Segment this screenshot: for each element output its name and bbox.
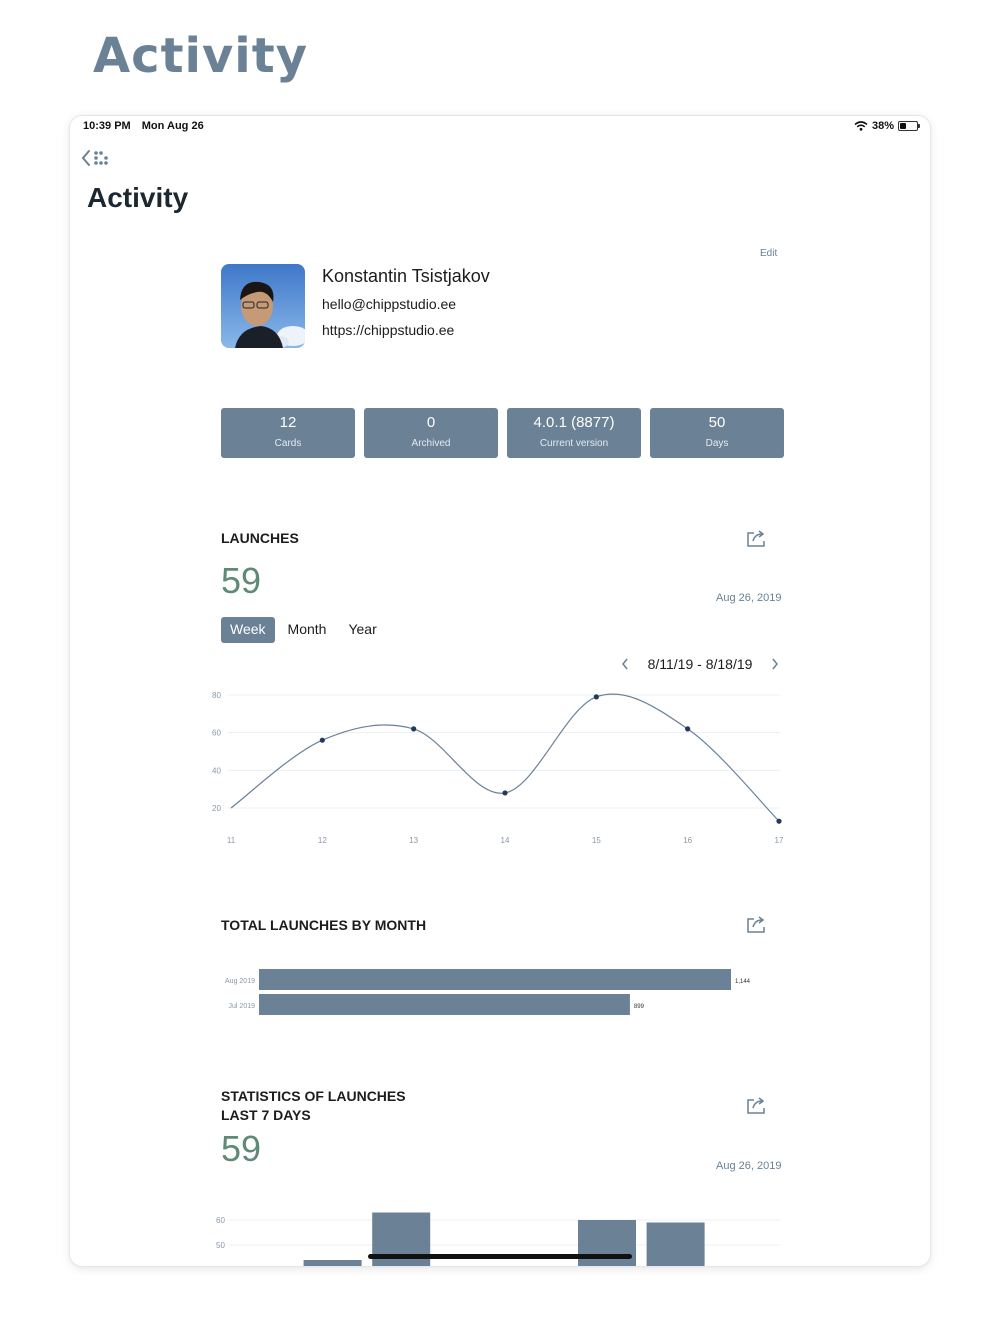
launches-line-chart: 20 40 60 80 11 12 13 14 15 16 17 xyxy=(212,691,784,845)
status-date: Mon Aug 26 xyxy=(141,120,204,132)
bar xyxy=(303,1260,362,1266)
category-label: Jul 2019 xyxy=(229,1003,256,1010)
stat-label: Days xyxy=(705,438,729,449)
data-point xyxy=(593,694,599,700)
weekly-title-line1: STATISTICS OF LAUNCHES xyxy=(221,1088,406,1104)
x-tick-label: 15 xyxy=(592,836,601,845)
back-button[interactable] xyxy=(80,148,116,170)
y-tick-label: 60 xyxy=(212,729,221,738)
data-point xyxy=(502,790,508,796)
stat-value: 4.0.1 (8877) xyxy=(533,414,615,431)
bar xyxy=(646,1222,705,1266)
wifi-icon xyxy=(854,121,868,131)
stat-label: Cards xyxy=(274,438,302,449)
status-bar-left: 10:39 PM Mon Aug 26 xyxy=(83,120,212,132)
weekly-title-line2: LAST 7 DAYS xyxy=(221,1107,311,1123)
date-range-label: 8/11/19 - 8/18/19 xyxy=(647,656,753,672)
y-tick-label: 60 xyxy=(216,1216,225,1225)
stat-card-cards: 12 Cards xyxy=(221,408,355,458)
battery-icon xyxy=(898,121,920,131)
status-time: 10:39 PM xyxy=(83,120,131,132)
y-tick-label: 80 xyxy=(212,691,221,700)
x-tick-label: 12 xyxy=(318,836,327,845)
weekly-title: STATISTICS OF LAUNCHES LAST 7 DAYS xyxy=(221,1087,406,1125)
segment-month[interactable]: Month xyxy=(287,621,327,637)
dots-grid-icon xyxy=(94,151,108,165)
segment-week[interactable]: Week xyxy=(221,617,275,643)
weekly-date: Aug 26, 2019 xyxy=(716,1160,782,1172)
x-tick-label: 16 xyxy=(683,836,692,845)
launches-date: Aug 26, 2019 xyxy=(716,592,782,604)
chevron-left-icon[interactable] xyxy=(620,657,630,671)
x-tick-label: 14 xyxy=(501,836,510,845)
weekly-total: 59 xyxy=(221,1128,262,1169)
bar xyxy=(259,994,630,1015)
share-icon[interactable] xyxy=(746,528,768,548)
profile-name: Konstantin Tsistjakov xyxy=(322,266,490,286)
x-tick-label: 13 xyxy=(409,836,418,845)
screen-title: Activity xyxy=(87,182,189,213)
share-icon[interactable] xyxy=(746,914,768,934)
share-icon[interactable] xyxy=(746,1095,768,1115)
x-tick-label: 17 xyxy=(775,836,784,845)
home-indicator[interactable] xyxy=(368,1254,632,1259)
data-label: 899 xyxy=(634,1004,645,1010)
stat-label: Archived xyxy=(411,438,451,449)
weekly-bar-chart: 405060 xyxy=(216,1212,780,1266)
data-point xyxy=(776,818,782,824)
series-line xyxy=(230,693,780,822)
stat-value: 0 xyxy=(426,414,436,431)
stat-label: Current version xyxy=(539,438,609,449)
ipad-screen: 10:39 PM Mon Aug 26 38% Activity Edit xyxy=(70,116,930,1266)
monthly-title: TOTAL LAUNCHES BY MONTH xyxy=(221,917,427,933)
y-tick-label: 40 xyxy=(212,766,221,775)
profile-url[interactable]: https://chippstudio.ee xyxy=(322,322,455,338)
stat-card-version: 4.0.1 (8877) Current version xyxy=(507,408,641,458)
stat-value: 12 xyxy=(279,414,297,431)
stat-card-archived: 0 Archived xyxy=(364,408,498,458)
stat-card-days: 50 Days xyxy=(650,408,784,458)
monthly-bar-chart: Aug 2019 1,144 Jul 2019 899 xyxy=(225,969,751,1015)
stat-value: 50 xyxy=(708,414,726,431)
avatar xyxy=(221,264,305,348)
status-bar-right: 38% xyxy=(854,120,920,132)
page-heading: Activity xyxy=(93,28,308,84)
y-tick-label: 50 xyxy=(216,1241,225,1250)
bar xyxy=(259,969,731,990)
segment-year[interactable]: Year xyxy=(348,621,377,637)
y-tick-label: 20 xyxy=(212,804,221,813)
battery-percent: 38% xyxy=(871,120,894,132)
edit-button[interactable]: Edit xyxy=(760,248,778,259)
date-range-navigator: 8/11/19 - 8/18/19 xyxy=(620,654,780,674)
chevron-right-icon[interactable] xyxy=(770,657,780,671)
launches-total: 59 xyxy=(221,560,262,601)
data-point xyxy=(319,737,325,743)
chevron-left-icon xyxy=(81,150,90,166)
category-label: Aug 2019 xyxy=(225,978,255,985)
x-tick-label: 11 xyxy=(227,836,236,845)
launches-title: LAUNCHES xyxy=(221,530,299,546)
bar xyxy=(578,1220,636,1266)
data-label: 1,144 xyxy=(735,979,751,985)
data-point xyxy=(411,726,417,732)
period-segmented-control: Week Month Year xyxy=(221,617,386,643)
profile-email[interactable]: hello@chippstudio.ee xyxy=(322,296,457,312)
data-point xyxy=(685,726,691,732)
